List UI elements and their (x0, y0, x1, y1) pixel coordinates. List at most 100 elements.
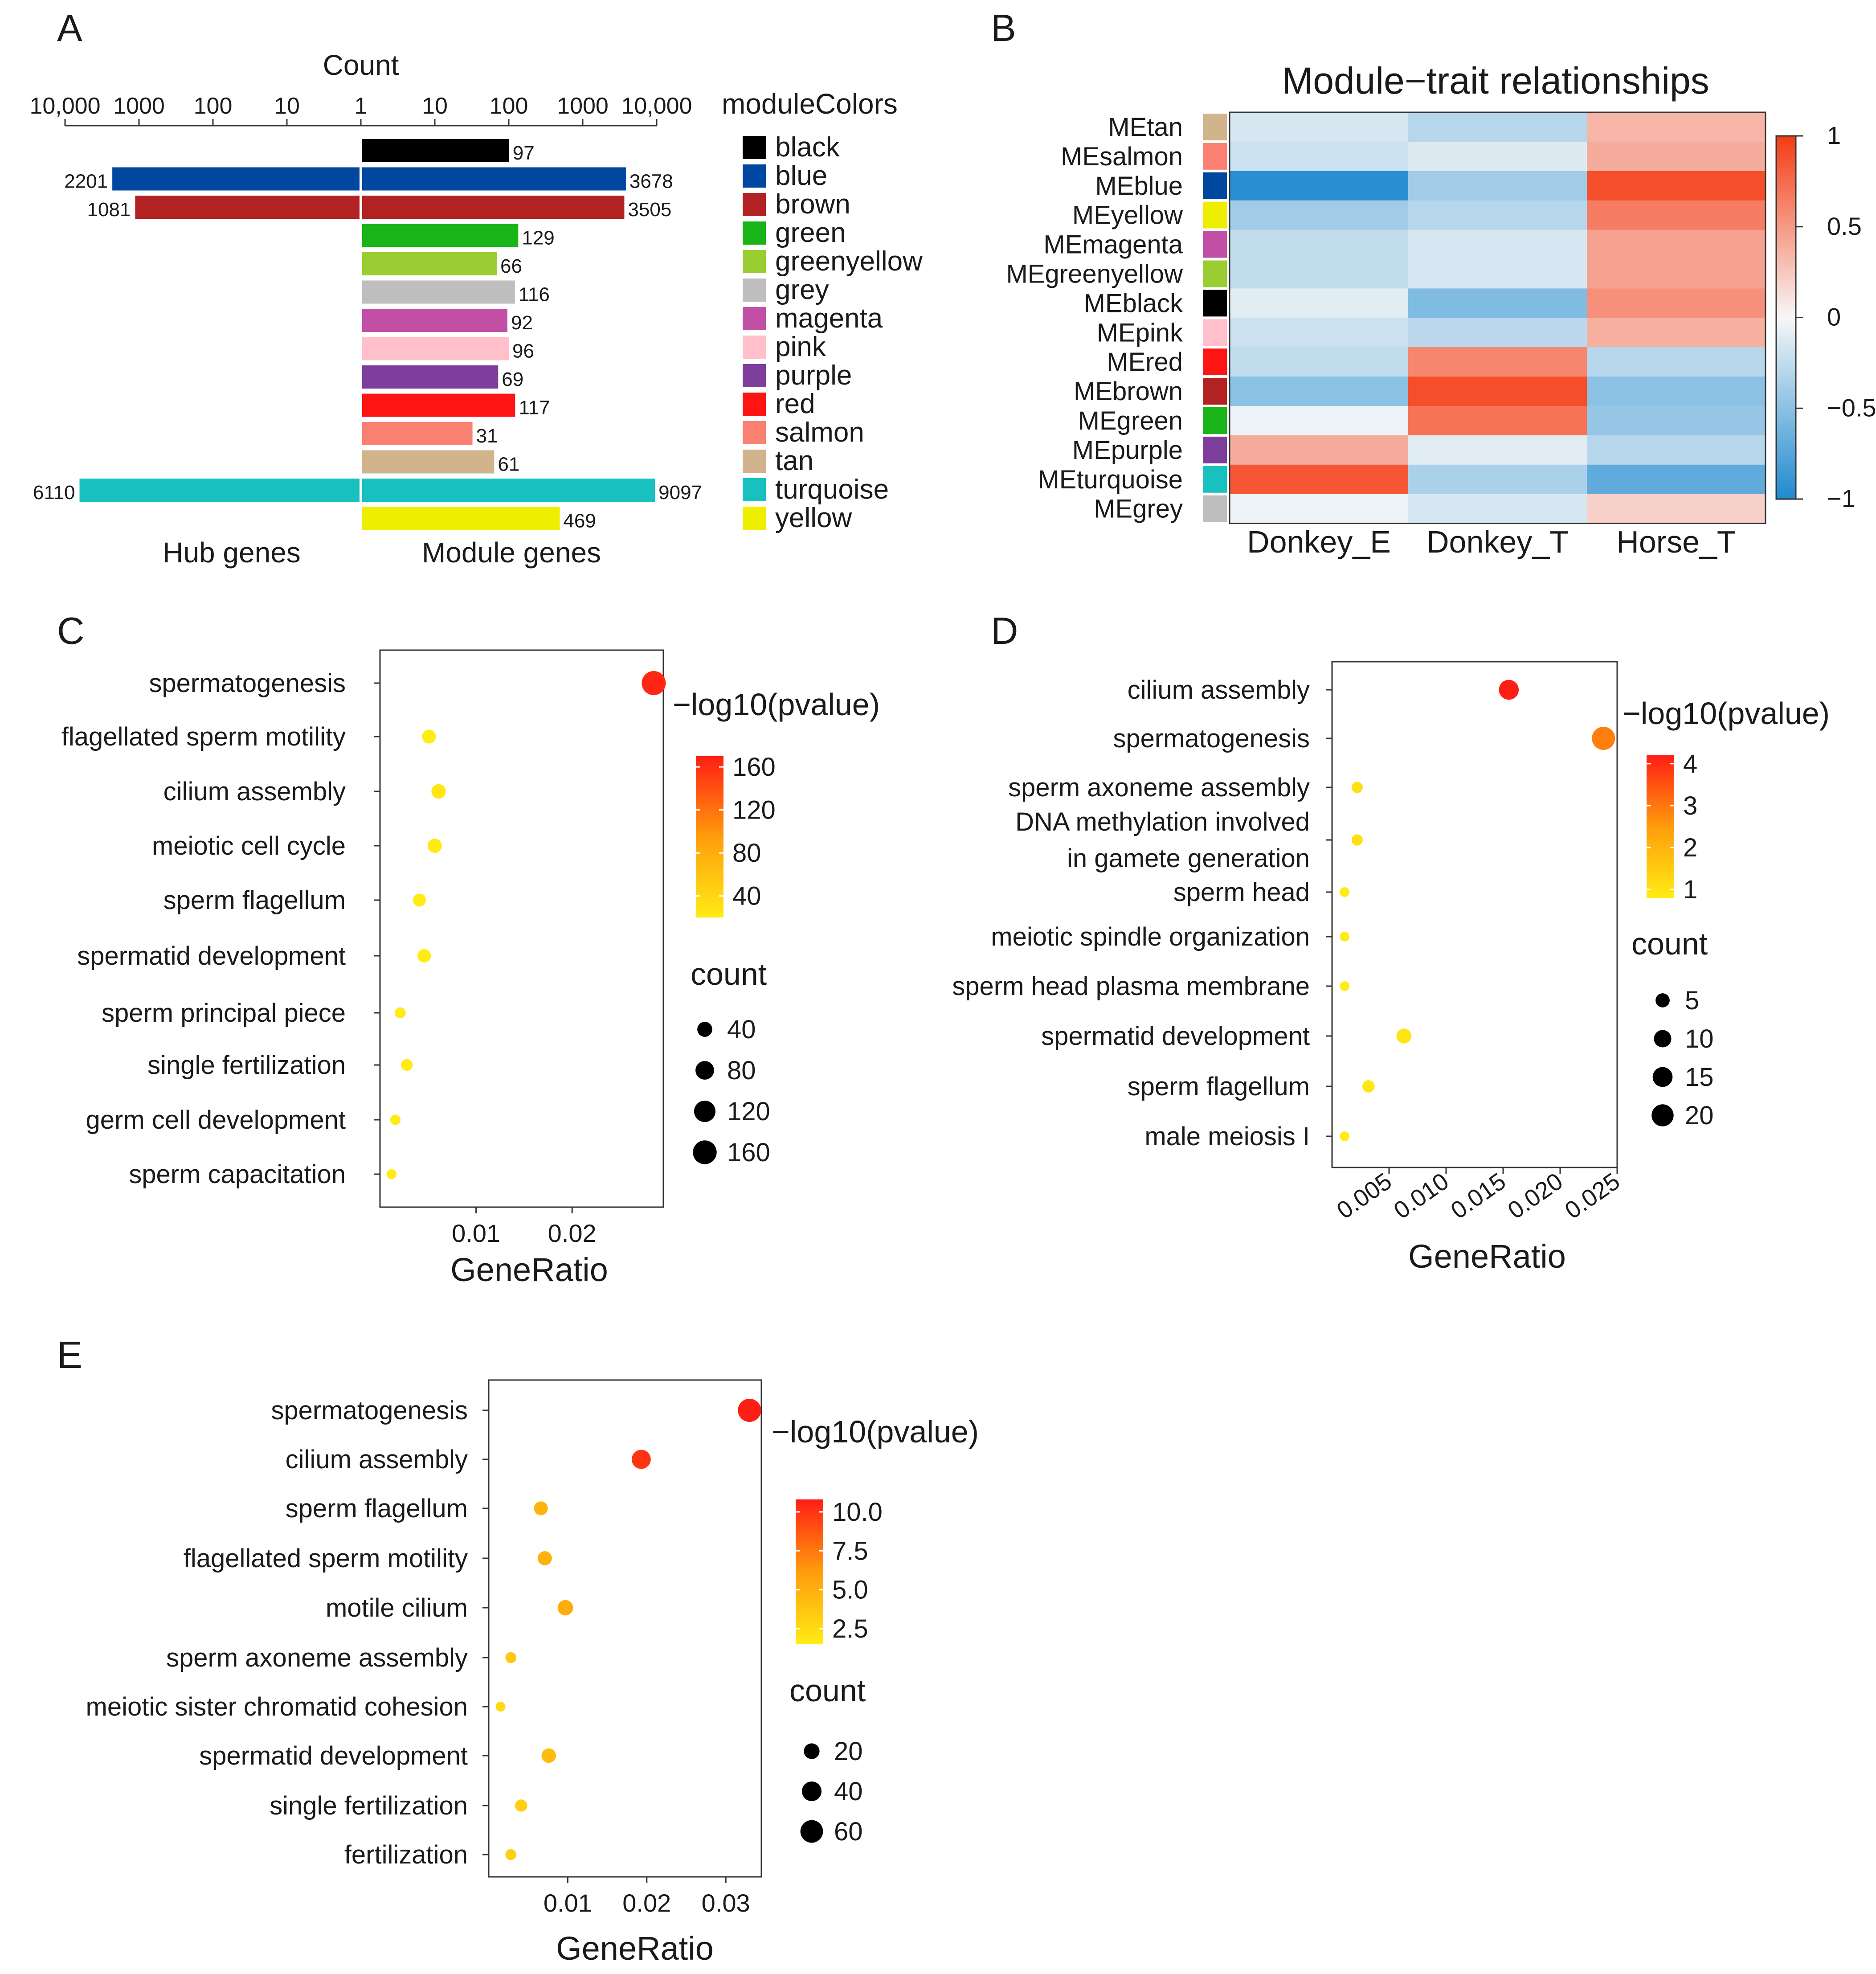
panel-d-dot (1340, 1131, 1350, 1141)
panel-b-cell (1408, 141, 1587, 172)
panel-e-size-legend-title: count (789, 1673, 866, 1708)
panel-d-xlabel: GeneRatio (1408, 1238, 1566, 1275)
panel-d-plot-frame (1331, 661, 1618, 1168)
panel-a-bar-module-brown (362, 196, 625, 219)
panel-a-bar-module-tan (362, 450, 495, 474)
panel-c-x-tick-label: 0.01 (452, 1219, 500, 1247)
panel-d-color-tick-label: 4 (1683, 749, 1697, 778)
panel-a-legend-label: grey (775, 274, 829, 305)
panel-a-axis-tick: 100 (194, 93, 233, 119)
panel-d-dot (1499, 680, 1519, 700)
panel-c-color-bar (696, 756, 723, 917)
panel-d-size-legend-dot (1651, 1104, 1674, 1126)
panel-e-term-label: spermatogenesis (271, 1396, 468, 1425)
panel-e-dot (515, 1799, 527, 1812)
panel-e-term-label: fertilization (344, 1840, 468, 1869)
panel-a-legend-swatch-tan (743, 450, 766, 473)
panel-b-colorbar-label: −0.5 (1827, 393, 1876, 422)
panel-d-color-tick-label: 2 (1683, 833, 1697, 862)
panel-e-term-label: spermatid development (199, 1741, 468, 1770)
panel-a-legend-swatch-black (743, 136, 766, 159)
panel-a-bar-label-module: 3678 (629, 171, 673, 192)
panel-a-legend-label: magenta (775, 303, 883, 334)
panel-b-colorbar (1775, 135, 1797, 500)
panel-d-x-tick-label: 0.010 (1389, 1168, 1454, 1225)
panel-c-term-label: meiotic cell cycle (152, 831, 346, 860)
panel-a-legend-label: salmon (775, 417, 864, 448)
panel-b-cell (1230, 288, 1409, 318)
panel-c-dot (422, 729, 436, 744)
panel-b-cell (1230, 377, 1409, 406)
panel-d-color-bar (1647, 755, 1674, 898)
panel-c-size-legend-dot (697, 1022, 712, 1037)
panel-d-term-label: sperm head (1173, 878, 1310, 907)
panel-b-cell (1587, 112, 1766, 142)
panel-e-dot (505, 1652, 516, 1663)
panel-b-cell (1587, 347, 1766, 377)
panel-e-dot-plot: GeneRatio −log10(pvalue) count spermatog… (86, 1379, 979, 1967)
panel-a-bar-module-greenyellow (362, 252, 497, 275)
panel-d-x-tick-label: 0.025 (1560, 1168, 1625, 1225)
panel-b-cell (1587, 229, 1766, 259)
panel-e-term-label: single fertilization (270, 1791, 468, 1820)
panel-e-term-label: flagellated sperm motility (184, 1544, 468, 1573)
panel-c-term-label: single fertilization (147, 1051, 346, 1080)
panel-a-bar-label-module: 117 (519, 397, 550, 419)
panel-b-cell (1408, 347, 1587, 377)
panel-c-size-legend-dot (693, 1140, 717, 1164)
panel-a-bar-label-module: 116 (519, 284, 550, 306)
panel-a-bar-label-module: 61 (498, 454, 519, 475)
panel-c-size-legend-dot (695, 1061, 714, 1080)
panel-d-term-label: sperm flagellum (1128, 1072, 1310, 1101)
panel-a-bar-label-module: 3505 (628, 199, 671, 221)
panel-b-colorbar-label: −1 (1827, 484, 1856, 512)
panel-b-row-swatch (1203, 172, 1227, 199)
panel-a-legend-label: blue (775, 160, 827, 191)
panel-a-bar-label-module: 31 (476, 425, 498, 447)
panel-e-dot (557, 1600, 573, 1616)
panel-b-cell (1408, 377, 1587, 406)
panel-e-dot (541, 1748, 556, 1763)
panel-b-colorbar-label: 0.5 (1827, 212, 1862, 240)
panel-b-row-swatch (1203, 231, 1227, 258)
panel-c-dot (401, 1059, 413, 1071)
panel-b-cell (1230, 435, 1409, 465)
panel-d-dot (1340, 887, 1350, 897)
panel-c-dot (642, 671, 666, 695)
panel-a-bar-label-module: 92 (511, 312, 533, 334)
panel-d-dot (1340, 932, 1350, 942)
panel-letter-e: E (57, 1334, 82, 1376)
panel-b-colorbar-label: 1 (1827, 121, 1841, 149)
panel-b-row-swatch (1203, 114, 1227, 140)
panel-a-title: Count (323, 49, 399, 81)
panel-a-bar-label-hub: 1081 (87, 199, 131, 221)
panel-d-term-label: sperm axoneme assembly (1008, 773, 1310, 802)
panel-d-size-legend-dot (1655, 993, 1670, 1007)
panel-d-size-legend-label: 20 (1685, 1101, 1714, 1130)
panel-a-axis-tick: 10,000 (29, 93, 100, 119)
panel-a-bar-hub-blue (112, 167, 360, 191)
panel-letter-a: A (57, 7, 82, 49)
panel-e-size-legend-label: 40 (834, 1777, 863, 1806)
panel-b-cell (1230, 347, 1409, 377)
panel-a-axis-tick: 1 (355, 93, 368, 119)
panel-c-term-label: flagellated sperm motility (61, 722, 346, 751)
panel-a-legend-label: green (775, 217, 846, 248)
panel-b-cell (1230, 464, 1409, 495)
panel-b-cell (1408, 200, 1587, 230)
panel-c-dot (413, 893, 426, 907)
panel-d-term-label: male meiosis I (1144, 1122, 1310, 1151)
panel-a-axis-tick: 1000 (557, 93, 609, 119)
panel-a-bar-hub-brown (135, 196, 360, 219)
panel-a-legend-swatch-turquoise (743, 478, 766, 501)
panel-d-dot (1351, 782, 1363, 793)
panel-c-term-label: sperm flagellum (163, 886, 346, 915)
panel-b-row-label: MEturquoise (1038, 465, 1183, 494)
panel-a-legend-label: brown (775, 189, 850, 220)
panel-c-size-legend-label: 80 (727, 1056, 756, 1085)
panel-a-bar-module-purple (362, 365, 499, 389)
panel-b-row-label: MEpink (1097, 318, 1183, 347)
panel-b-cell (1587, 494, 1766, 524)
panel-d-size-legend-label: 15 (1685, 1063, 1714, 1092)
